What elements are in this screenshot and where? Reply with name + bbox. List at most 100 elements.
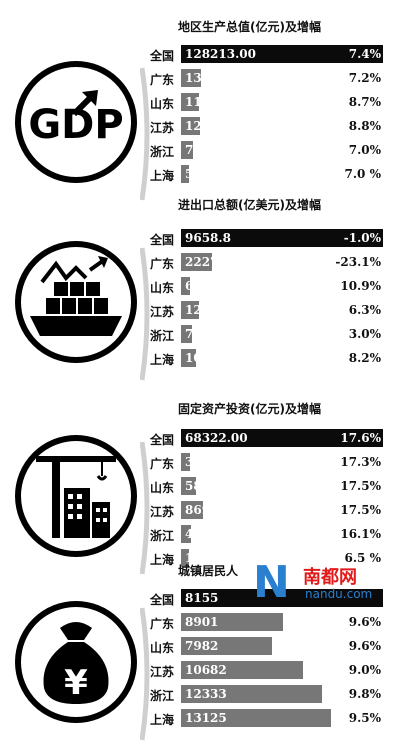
row-label: 江苏: [150, 505, 175, 519]
bar-value-label: 12892.85: [185, 119, 248, 133]
province-bar: [181, 477, 196, 495]
bar-value-label: 13636.91: [185, 71, 248, 85]
growth-rate-label: 8.2%: [348, 351, 381, 365]
growth-rate-label: 6.5 %: [344, 551, 381, 565]
growth-rate-label: 9.5%: [348, 711, 381, 725]
national-bar: [181, 45, 383, 63]
bar-row: 山东 5834.33 17.5%: [0, 476, 401, 498]
bar-value-label: 8696.05: [185, 503, 240, 517]
province-bar: [181, 141, 193, 159]
bar-row: 江苏 10682 9.0%: [0, 660, 401, 682]
row-label: 上海: [150, 169, 175, 183]
province-bar: [181, 325, 192, 343]
growth-rate-label: 9.6%: [348, 615, 381, 629]
row-label: 山东: [150, 281, 175, 295]
growth-rate-label: 7.4%: [348, 47, 381, 61]
bar-row: 全国 128213.00 7.4%: [0, 44, 401, 66]
bar-row: 江苏 1271.7 6.3%: [0, 300, 401, 322]
row-label: 上海: [150, 353, 175, 367]
construction-crane-icon: [12, 432, 140, 560]
bracket-connector: [139, 604, 180, 744]
bar-value-label: 10682: [185, 663, 227, 677]
bar-row: 全国 68322.00 17.6%: [0, 428, 401, 450]
nandu-watermark: N 南都网 nandu.com: [253, 561, 393, 607]
growth-rate-label: 9.0%: [348, 663, 381, 677]
bar-row: 山东 7982 9.6%: [0, 636, 401, 658]
bar-value-label: 1095.4: [185, 351, 231, 365]
province-bar: [181, 301, 199, 319]
bar-value-label: 2227.9: [185, 255, 231, 269]
chart-title: 进出口总额(亿美元)及增幅: [178, 198, 321, 212]
growth-rate-label: 10.9%: [340, 279, 381, 293]
growth-rate-label: 7.0 %: [344, 167, 381, 181]
growth-rate-label: 6.3%: [348, 303, 381, 317]
growth-rate-label: 9.6%: [348, 639, 381, 653]
chart-title: 固定资产投资(亿元)及增幅: [178, 402, 321, 416]
bar-value-label: 3736.63: [185, 455, 240, 469]
chart-title: 地区生产总值(亿元)及增幅: [178, 20, 321, 34]
gdp-icon: GDP: [12, 58, 140, 186]
province-bar: [181, 453, 191, 471]
row-label: 浙江: [150, 329, 175, 343]
growth-rate-label: 16.1%: [340, 527, 381, 541]
row-label: 全国: [150, 593, 175, 607]
province-bar: [181, 501, 203, 519]
row-label: 浙江: [150, 145, 175, 159]
row-label: 山东: [150, 481, 175, 495]
national-bar: [181, 429, 383, 447]
growth-rate-label: 7.0%: [348, 143, 381, 157]
province-bar: [181, 661, 304, 679]
bar-row: 山东 659.9 10.9%: [0, 276, 401, 298]
bar-value-label: 1271.7: [185, 303, 231, 317]
row-label: 广东: [150, 457, 175, 471]
row-label: 广东: [150, 73, 175, 87]
row-label: 浙江: [150, 529, 175, 543]
row-label: 全国: [150, 433, 175, 447]
bar-value-label: 9658.8: [185, 231, 231, 245]
growth-rate-label: 17.5%: [340, 503, 381, 517]
province-bar: [181, 685, 322, 703]
watermark-site-name: 南都网: [303, 567, 357, 588]
province-bar: [181, 637, 273, 655]
bar-row: 山东 11994.96 8.7%: [0, 92, 401, 114]
province-bar: [181, 525, 192, 543]
growth-rate-label: -1.0%: [343, 231, 381, 245]
province-bar: [181, 613, 283, 631]
province-bar: [181, 165, 189, 183]
bar-row: 浙江 760.1 3.0%: [0, 324, 401, 346]
bar-value-label: 5313.07: [185, 167, 240, 181]
row-label: 山东: [150, 641, 175, 655]
bar-value-label: 7982: [185, 639, 219, 653]
bar-row: 全国 8155: [0, 588, 401, 610]
bar-row: 全国 9658.8 -1.0%: [0, 228, 401, 250]
bracket-connector: [139, 438, 180, 578]
row-label: 江苏: [150, 665, 175, 679]
row-label: 广东: [150, 617, 175, 631]
bar-value-label: 659.9: [185, 279, 223, 293]
row-label: 江苏: [150, 305, 175, 319]
province-bar: [181, 349, 197, 367]
bar-row: 江苏 12892.85 8.8%: [0, 116, 401, 138]
growth-rate-label: 3.0%: [348, 327, 381, 341]
row-label: 江苏: [150, 121, 175, 135]
row-label: 浙江: [150, 689, 175, 703]
bar-value-label: 128213.00: [185, 47, 256, 61]
growth-rate-label: 17.6%: [340, 431, 381, 445]
bar-row: 广东 3736.63 17.3%: [0, 452, 401, 474]
bar-row: 上海 13125 9.5%: [0, 708, 401, 730]
bar-value-label: 13125: [185, 711, 227, 725]
bar-row: 江苏 8696.05 17.5%: [0, 500, 401, 522]
svg-text:¥: ¥: [64, 663, 88, 703]
province-bar: [181, 69, 202, 87]
bar-value-label: 4120.16: [185, 527, 240, 541]
growth-rate-label: 7.2%: [348, 71, 381, 85]
growth-rate-label: 8.8%: [348, 119, 381, 133]
watermark-url: nandu.com: [305, 587, 373, 601]
bar-value-label: 11994.96: [185, 95, 248, 109]
row-label: 广东: [150, 257, 175, 271]
row-label: 全国: [150, 233, 175, 247]
bar-row: 上海 1095.4 8.2%: [0, 348, 401, 370]
row-label: 全国: [150, 49, 175, 63]
bar-value-label: 5834.33: [185, 479, 240, 493]
bar-value-label: 1065.00: [185, 551, 240, 565]
